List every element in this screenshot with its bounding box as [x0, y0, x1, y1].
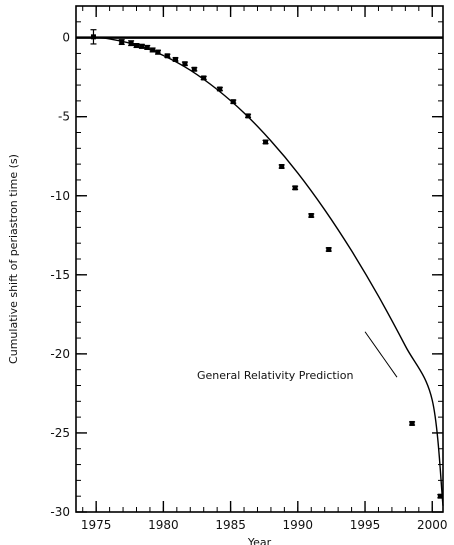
data-marker	[308, 213, 314, 219]
x-tick-label: 1980	[148, 518, 179, 532]
major-ticks	[76, 6, 443, 513]
data-point	[181, 61, 188, 67]
y-tick-label: -30	[50, 505, 70, 519]
general-relativity-curve	[93, 36, 444, 506]
data-marker	[133, 43, 139, 49]
x-tick-label: 1995	[350, 518, 381, 532]
data-marker	[172, 56, 178, 62]
data-point	[230, 99, 237, 105]
data-points	[90, 29, 444, 499]
data-point	[191, 66, 198, 72]
data-marker	[263, 139, 269, 145]
y-axis-title: Cumulative shift of periastron time (s)	[7, 154, 20, 364]
annotation-label: General Relativity Prediction	[197, 369, 353, 382]
data-marker	[150, 47, 156, 53]
data-marker	[437, 493, 443, 499]
data-marker	[155, 49, 161, 55]
y-tick-label: -10	[50, 189, 70, 203]
data-marker	[292, 185, 298, 191]
data-point	[325, 247, 332, 253]
data-marker	[409, 420, 415, 426]
data-point	[292, 185, 299, 191]
x-tick-label: 2000	[417, 518, 448, 532]
data-point	[90, 29, 97, 45]
data-point	[128, 40, 135, 47]
data-point	[172, 56, 179, 62]
data-marker	[164, 53, 170, 59]
data-marker	[326, 247, 332, 253]
data-marker	[191, 66, 197, 72]
minor-ticks	[76, 5, 443, 513]
y-tick-label: -5	[58, 110, 70, 124]
data-point	[308, 213, 315, 219]
data-point	[164, 53, 171, 59]
y-tick-label: -20	[50, 347, 70, 361]
y-tick-label: 0	[62, 31, 70, 45]
data-point	[262, 139, 269, 145]
data-point	[216, 86, 223, 92]
y-tick-label: -25	[50, 426, 70, 440]
data-point	[155, 49, 162, 55]
data-point	[409, 420, 416, 426]
data-point	[118, 39, 125, 46]
data-point	[200, 75, 207, 81]
x-tick-labels: 1975 1980 1985 1990 1995 2000	[81, 518, 448, 532]
x-tick-label: 1975	[81, 518, 112, 532]
x-tick-label: 1990	[283, 518, 314, 532]
data-point	[437, 493, 444, 499]
data-marker	[90, 34, 96, 40]
plot-frame	[75, 5, 444, 513]
data-point	[144, 44, 151, 50]
annotation-leader-line	[364, 331, 398, 378]
data-marker	[144, 44, 150, 50]
data-marker	[217, 86, 223, 92]
data-marker	[128, 40, 134, 46]
x-axis-title: Year	[247, 536, 272, 545]
data-marker	[279, 163, 285, 169]
y-tick-label: -15	[50, 268, 70, 282]
data-marker	[245, 113, 251, 119]
data-point	[278, 163, 285, 169]
data-marker	[182, 61, 188, 67]
data-marker	[119, 39, 125, 45]
data-marker	[230, 99, 236, 105]
data-marker	[139, 43, 145, 49]
data-point	[149, 47, 156, 53]
y-tick-labels: 0 -5 -10 -15 -20 -25 -30	[50, 31, 70, 519]
data-point	[245, 113, 252, 119]
data-marker	[201, 75, 207, 81]
x-tick-label: 1985	[215, 518, 246, 532]
data-point	[133, 43, 140, 49]
data-point	[138, 43, 145, 49]
